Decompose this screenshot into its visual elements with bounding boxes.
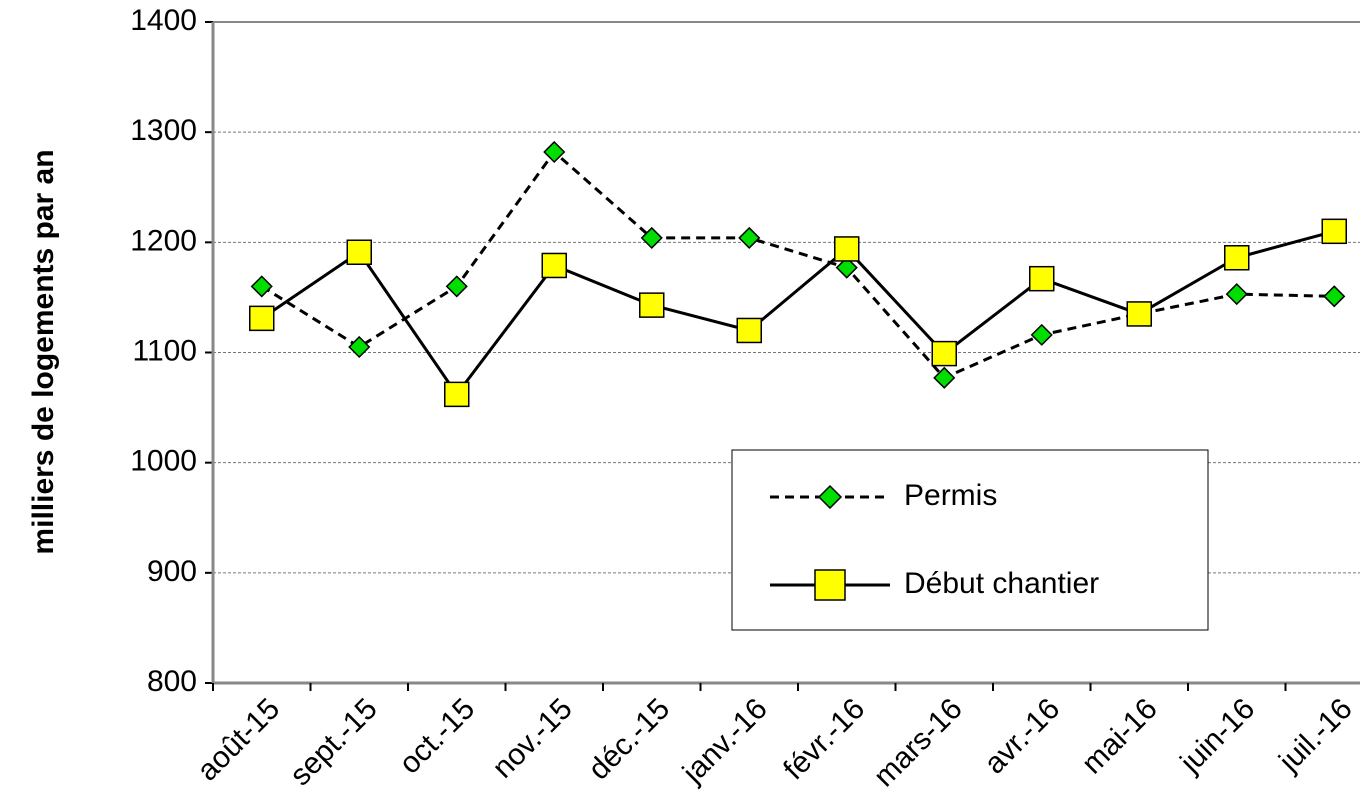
- legend-label: Début chantier: [904, 567, 1099, 600]
- data-point: [835, 256, 858, 279]
- data-point: [348, 335, 371, 359]
- y-tick-label: 1400: [130, 4, 197, 37]
- x-tick-label: avr.-16: [978, 692, 1066, 780]
- data-point: [933, 366, 956, 389]
- data-point: [1323, 285, 1346, 308]
- legend-box: [731, 449, 1209, 631]
- y-tick-label: 1300: [130, 114, 197, 147]
- data-point: [1030, 323, 1053, 346]
- x-tick-label: déc.-15: [582, 692, 676, 786]
- data-point: [1225, 283, 1248, 306]
- x-tick-label: nov.-15: [486, 692, 579, 785]
- data-point: [736, 317, 762, 344]
- data-point: [346, 239, 372, 265]
- x-tick-label: août-15: [191, 692, 286, 787]
- x-tick-label: juil.-16: [1272, 692, 1359, 779]
- data-point: [834, 236, 860, 262]
- data-point: [249, 305, 275, 332]
- data-point: [1224, 245, 1250, 271]
- data-point: [1029, 265, 1055, 292]
- x-tick-label: janv.-16: [676, 692, 774, 790]
- data-point: [541, 252, 567, 279]
- y-tick-label: 900: [147, 555, 197, 588]
- data-point: [1321, 218, 1347, 245]
- legend-marker: [814, 569, 846, 601]
- y-tick-label: 1000: [130, 445, 197, 478]
- data-point: [931, 340, 957, 367]
- data-point: [738, 226, 761, 249]
- legend-marker: [817, 484, 843, 510]
- data-point: [639, 292, 665, 318]
- x-tick-label: sept.-15: [284, 692, 384, 792]
- data-point: [640, 226, 663, 249]
- data-point: [444, 381, 470, 408]
- legend-label: Permis: [904, 479, 997, 512]
- data-point: [250, 275, 273, 298]
- y-axis-label: milliers de logements par an: [27, 149, 60, 554]
- series-line: [260, 229, 1335, 397]
- x-tick-label: févr.-16: [777, 692, 871, 786]
- data-point: [1126, 301, 1152, 327]
- x-tick-label: oct.-15: [393, 692, 481, 780]
- y-tick-label: 800: [147, 665, 197, 698]
- x-tick-label: juin-16: [1174, 692, 1262, 780]
- x-tick-label: mai-16: [1076, 692, 1164, 780]
- y-tick-label: 1200: [130, 224, 197, 257]
- data-point: [445, 275, 468, 298]
- x-tick-label: mars-16: [868, 692, 969, 793]
- y-tick-label: 1100: [132, 334, 197, 367]
- series-line: [260, 149, 1335, 380]
- data-point: [543, 140, 566, 164]
